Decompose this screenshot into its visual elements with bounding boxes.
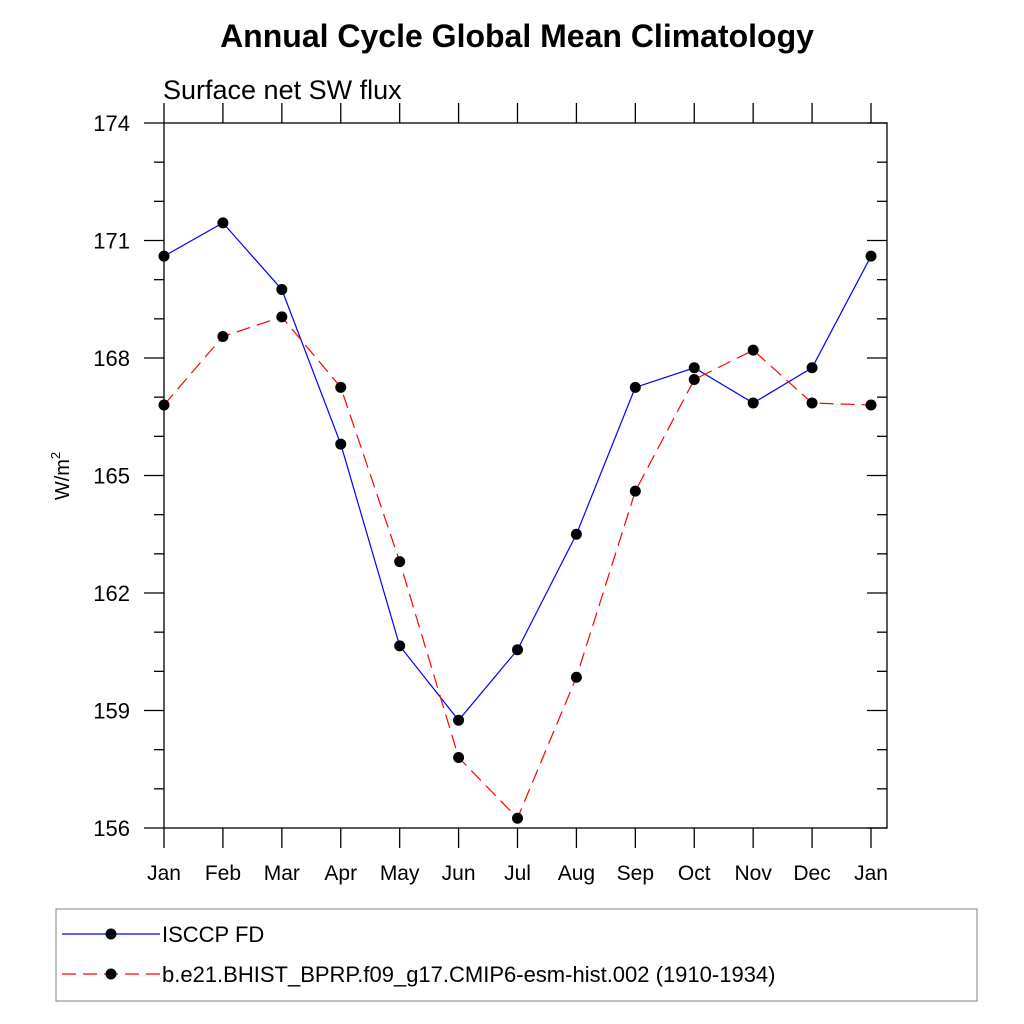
- series-2-point: [688, 374, 700, 386]
- series-layer: [158, 217, 877, 824]
- series-1-point: [394, 640, 406, 652]
- plot-frame: [163, 122, 888, 829]
- chart-subtitle: Surface net SW flux: [163, 75, 402, 105]
- series-2-point: [276, 311, 288, 323]
- series-2-point: [335, 381, 347, 393]
- series-1-point: [629, 381, 641, 393]
- y-tick-label: 165: [93, 464, 130, 489]
- y-tick-label: 159: [93, 699, 130, 724]
- x-tick-label: Dec: [793, 862, 830, 885]
- series-1-point: [570, 528, 582, 540]
- x-tick-label: Jun: [442, 862, 476, 885]
- x-tick-label: Jan: [854, 862, 888, 885]
- chart-title: Annual Cycle Global Mean Climatology: [220, 18, 814, 54]
- y-tick-label: 168: [93, 346, 130, 371]
- y-tick-label: 162: [93, 581, 130, 606]
- y-axis-label-base: W/m: [52, 459, 74, 500]
- series-2-point: [453, 752, 465, 763]
- series-1-point: [276, 283, 288, 295]
- y-tick-label: 171: [93, 229, 130, 254]
- series-line-2: [163, 316, 872, 820]
- series-2-point: [865, 399, 877, 411]
- series-2-point: [217, 330, 229, 342]
- legend-label-1: ISCCP FD: [162, 922, 264, 947]
- series-1-point: [865, 250, 877, 262]
- series-2-point: [806, 397, 818, 409]
- legend-label-2: b.e21.BHIST_BPRP.f09_g17.CMIP6-esm-hist.…: [162, 962, 776, 987]
- y-axis-label-superscript: 2: [48, 452, 63, 459]
- y-axis-label: W/m2: [48, 452, 74, 500]
- series-1-point: [747, 397, 759, 409]
- x-tick-label: Apr: [324, 862, 357, 885]
- y-axis-ticks: 156 159 162 165 168 171 174: [93, 111, 887, 841]
- series-1-point: [806, 362, 818, 374]
- series-1-point: [335, 438, 347, 450]
- series-1-point: [217, 217, 229, 229]
- x-tick-label: Mar: [264, 862, 300, 885]
- series-2-point: [158, 399, 170, 411]
- x-axis-ticks: Jan Feb Mar Apr May Jun Jul Aug Sep Oct Nov Dec Jan: [147, 103, 888, 885]
- series-2-point: [747, 344, 759, 356]
- x-tick-label: Sep: [617, 862, 654, 885]
- y-tick-label: 174: [93, 111, 130, 136]
- series-1-point: [512, 644, 523, 656]
- series-2-point: [512, 812, 523, 824]
- series-1-point: [158, 250, 170, 262]
- x-tick-label: Jul: [504, 862, 531, 885]
- series-1-point: [688, 362, 700, 374]
- x-tick-label: May: [380, 862, 420, 885]
- legend-marker-2: [105, 968, 117, 980]
- x-tick-label: Jan: [147, 862, 181, 885]
- x-tick-label: Nov: [734, 862, 772, 885]
- legend-marker-1: [105, 928, 117, 940]
- series-2-point: [570, 671, 582, 683]
- legend: ISCCP FD b.e21.BHIST_BPRP.f09_g17.CMIP6-e…: [62, 922, 776, 987]
- series-2-point: [629, 485, 641, 497]
- x-tick-label: Oct: [678, 862, 711, 885]
- series-1-point: [453, 714, 465, 726]
- y-tick-label: 156: [93, 816, 130, 841]
- series-2-point: [394, 556, 406, 568]
- x-tick-label: Aug: [558, 862, 595, 885]
- legend-box: [55, 908, 978, 1002]
- x-tick-label: Feb: [205, 862, 241, 885]
